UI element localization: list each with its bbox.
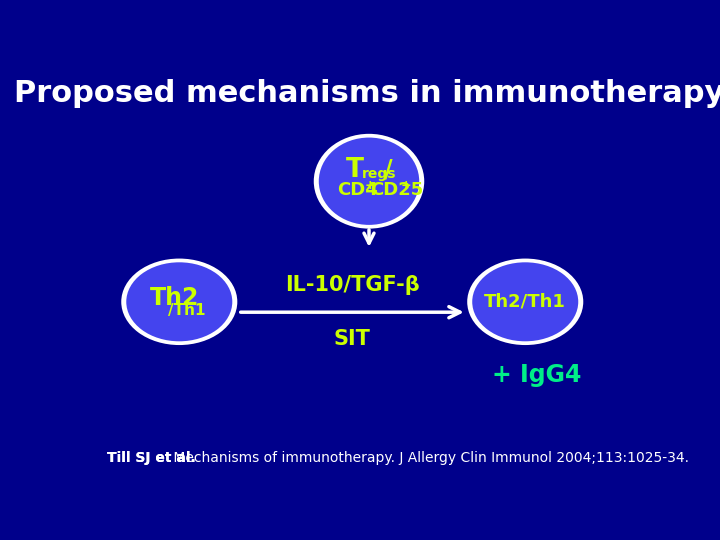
Text: T: T (346, 157, 364, 183)
Text: CD4: CD4 (337, 181, 377, 199)
Text: Proposed mechanisms in immunotherapy: Proposed mechanisms in immunotherapy (14, 79, 720, 109)
Text: regs: regs (362, 167, 397, 181)
Text: CD25: CD25 (370, 181, 423, 199)
Ellipse shape (314, 134, 424, 228)
Ellipse shape (126, 262, 233, 341)
Text: /Th1: /Th1 (168, 303, 206, 319)
Text: SIT: SIT (334, 329, 371, 349)
Text: Till SJ et al.: Till SJ et al. (107, 451, 196, 465)
Ellipse shape (121, 259, 238, 345)
Text: /: / (384, 158, 392, 181)
Text: +: + (400, 179, 411, 192)
Text: Mechanisms of immunotherapy. J Allergy Clin Immunol 2004;113:1025-34.: Mechanisms of immunotherapy. J Allergy C… (169, 451, 689, 465)
Text: Th2: Th2 (150, 286, 199, 309)
Text: IL-10/TGF-β: IL-10/TGF-β (285, 275, 420, 295)
Text: +: + (364, 179, 375, 192)
Ellipse shape (319, 138, 419, 225)
Text: Th2/Th1: Th2/Th1 (485, 293, 566, 311)
Text: + IgG4: + IgG4 (492, 362, 581, 387)
Ellipse shape (472, 262, 578, 341)
Text: Till SJ et al.: Till SJ et al. (107, 451, 196, 465)
Ellipse shape (467, 259, 583, 345)
